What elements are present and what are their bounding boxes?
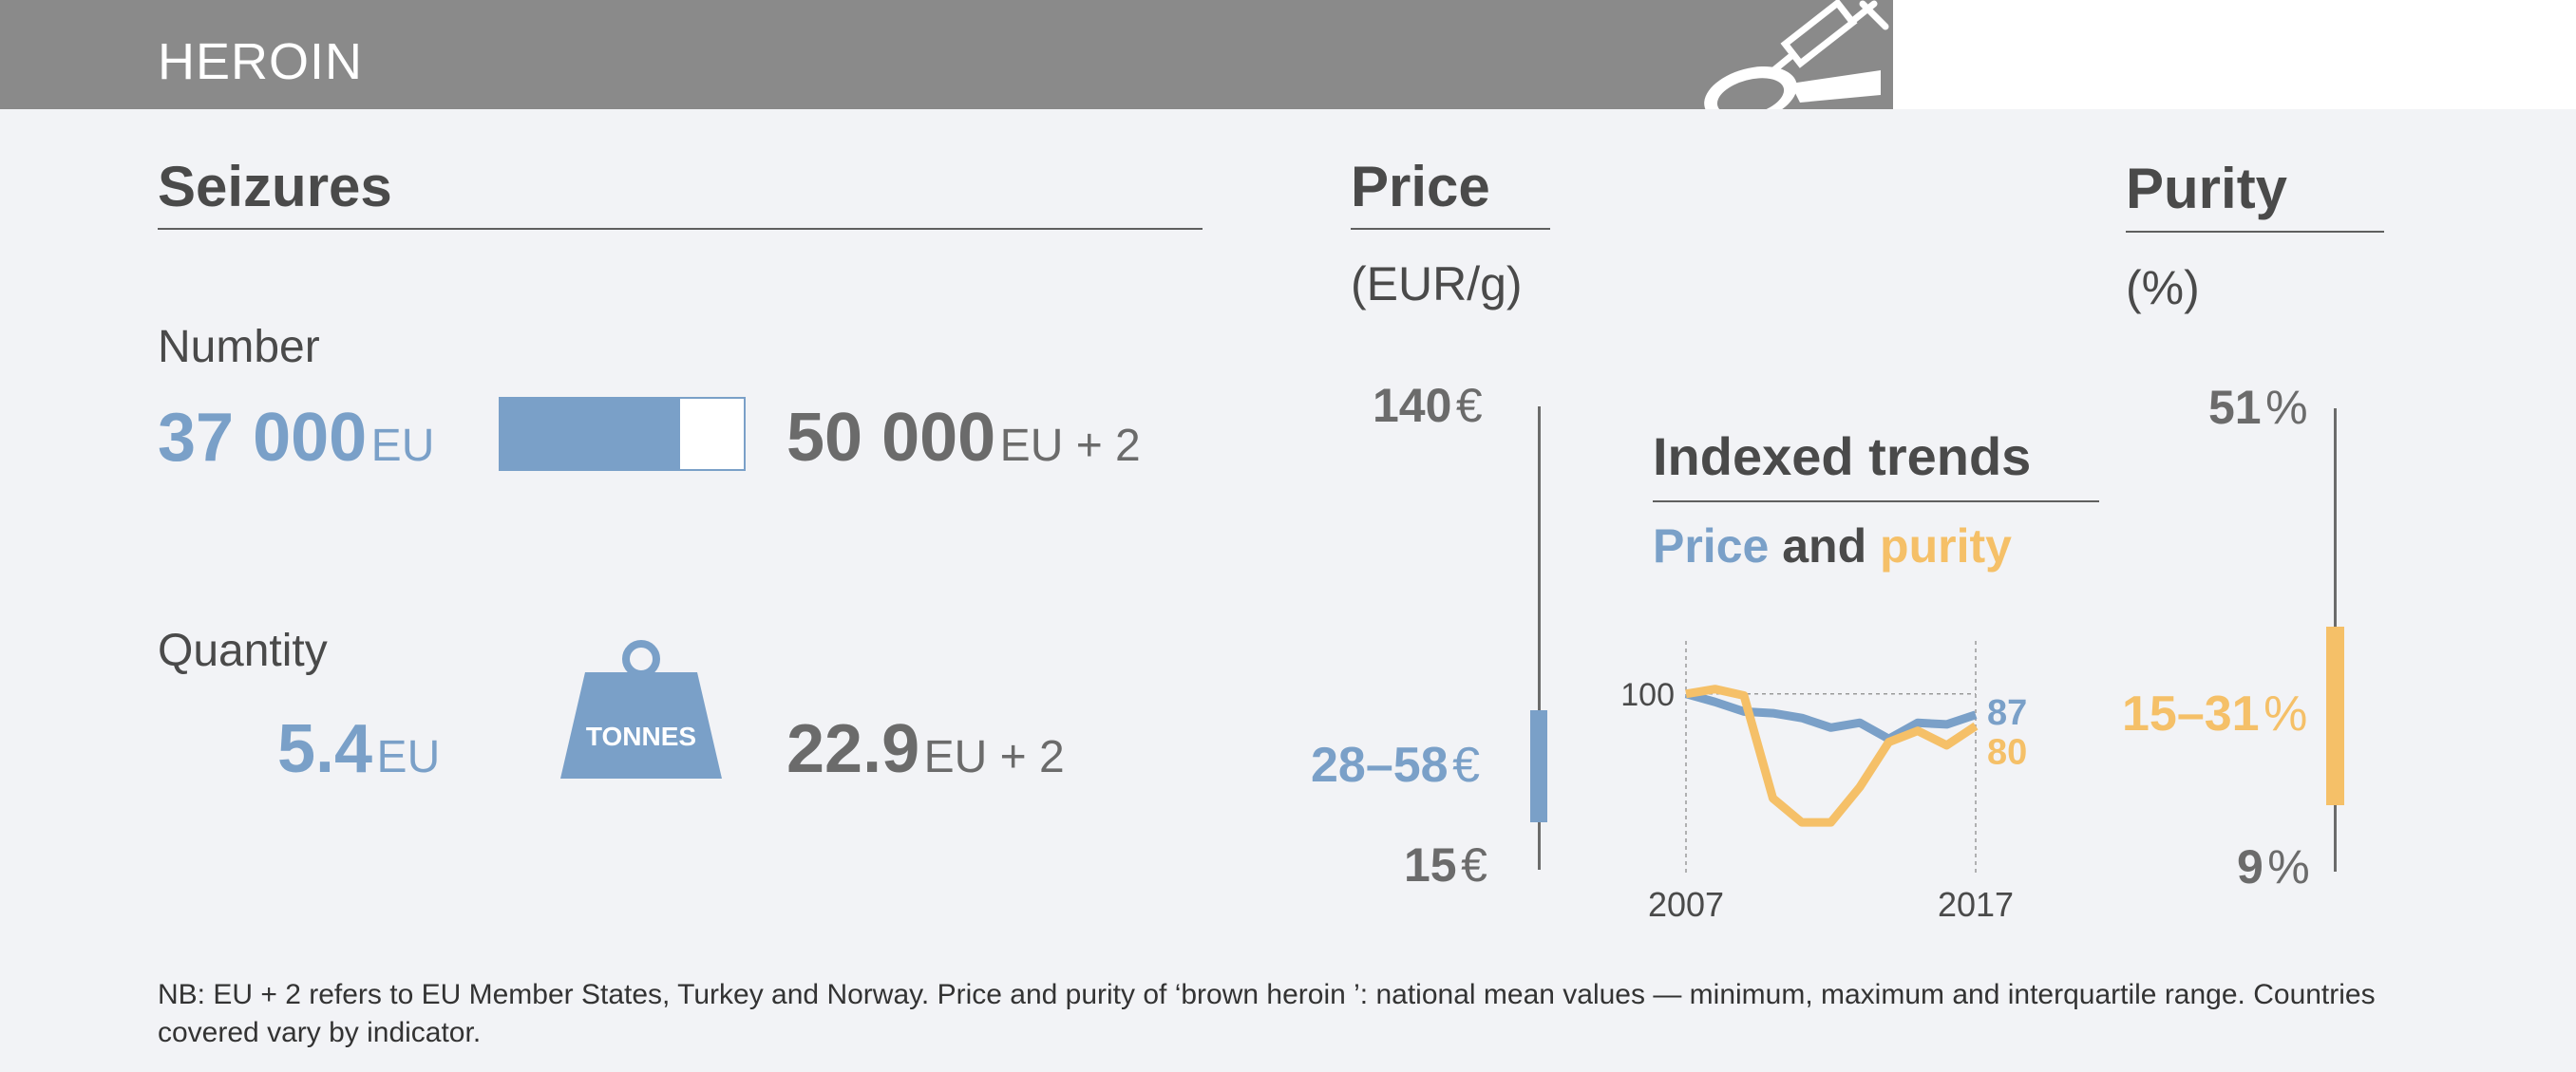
trends-subtitle-and: and	[1782, 519, 1867, 573]
price-min-symbol: €	[1461, 838, 1487, 892]
syringe-spoon-icon	[1704, 0, 1889, 109]
price-iqr-label: 28–58 €	[1311, 737, 1480, 794]
price-min-value: 15	[1404, 838, 1457, 892]
number-eu-value: 37 000	[158, 400, 368, 476]
purity-iqr-box	[2326, 627, 2344, 805]
purity-max-symbol: %	[2265, 381, 2308, 434]
price-range-line	[1538, 406, 1541, 870]
number-label: Number	[158, 322, 320, 372]
quantity-eu-suffix: EU	[376, 732, 441, 782]
price-iqr-box	[1530, 710, 1547, 822]
seizures-rule	[158, 228, 1203, 230]
weight-icon	[560, 640, 722, 779]
quantity-eu: 5.4 EU	[277, 710, 440, 788]
header-blank-area	[1893, 0, 2576, 109]
price-max-label: 140 €	[1373, 378, 1483, 433]
seizures-title: Seizures	[158, 155, 392, 218]
trends-title: Indexed trends	[1653, 426, 2032, 486]
purity-min-label: 9 %	[2237, 839, 2310, 894]
trends-subtitle-price: Price	[1653, 519, 1770, 573]
number-eu2-value: 50 000	[786, 400, 996, 476]
number-eu: 37 000 EU	[158, 399, 434, 477]
purity-min-symbol: %	[2267, 840, 2310, 893]
trend-end-label-0: 87	[1987, 693, 2027, 733]
price-title: Price	[1351, 155, 1490, 218]
weight-label: TONNES	[585, 722, 697, 751]
footnote: NB: EU + 2 refers to EU Member States, T…	[158, 979, 2376, 1048]
purity-min-value: 9	[2237, 840, 2263, 893]
page-title: HEROIN	[158, 33, 364, 90]
purity-title: Purity	[2126, 157, 2288, 220]
number-proportion-fill	[501, 399, 681, 469]
purity-max-label: 51 %	[2208, 380, 2308, 435]
trends-rule	[1653, 500, 2099, 502]
price-min-label: 15 €	[1404, 837, 1487, 893]
price-iqr-value: 28–58	[1311, 738, 1449, 793]
quantity-eu2: 22.9 EU + 2	[786, 710, 1065, 788]
price-unit: (EUR/g)	[1351, 257, 1523, 310]
purity-rule	[2126, 231, 2384, 233]
trend-end-label-1: 80	[1987, 733, 2027, 773]
purity-iqr-value: 15–31	[2122, 686, 2260, 742]
trend-series-line-0	[1684, 689, 1978, 743]
price-iqr-symbol: €	[1452, 738, 1480, 793]
number-eu2: 50 000 EU + 2	[786, 399, 1141, 477]
purity-iqr-symbol: %	[2263, 686, 2308, 742]
header-bar	[0, 0, 1893, 109]
number-eu-suffix: EU	[370, 421, 435, 471]
price-max-symbol: €	[1455, 379, 1483, 432]
quantity-eu2-value: 22.9	[786, 711, 920, 787]
number-eu2-suffix: EU + 2	[999, 421, 1141, 471]
number-proportion-bar	[499, 397, 746, 471]
trend-xtick-label-1: 2017	[1938, 885, 2014, 924]
quantity-eu-value: 5.4	[277, 711, 373, 787]
quantity-eu2-suffix: EU + 2	[923, 732, 1065, 782]
quantity-label: Quantity	[158, 626, 328, 676]
trend-ytick-label: 100	[1620, 677, 1675, 713]
price-rule	[1351, 228, 1550, 230]
price-max-value: 140	[1373, 379, 1452, 432]
trend-xtick-label-0: 2007	[1648, 885, 1724, 924]
purity-unit: (%)	[2126, 261, 2200, 314]
purity-max-value: 51	[2208, 381, 2262, 434]
trend-series-line-1	[1685, 685, 1979, 827]
trends-subtitle-purity: purity	[1880, 519, 2012, 573]
purity-iqr-label: 15–31 %	[2122, 686, 2307, 743]
trends-subtitle: Price and purity	[1653, 518, 2012, 574]
